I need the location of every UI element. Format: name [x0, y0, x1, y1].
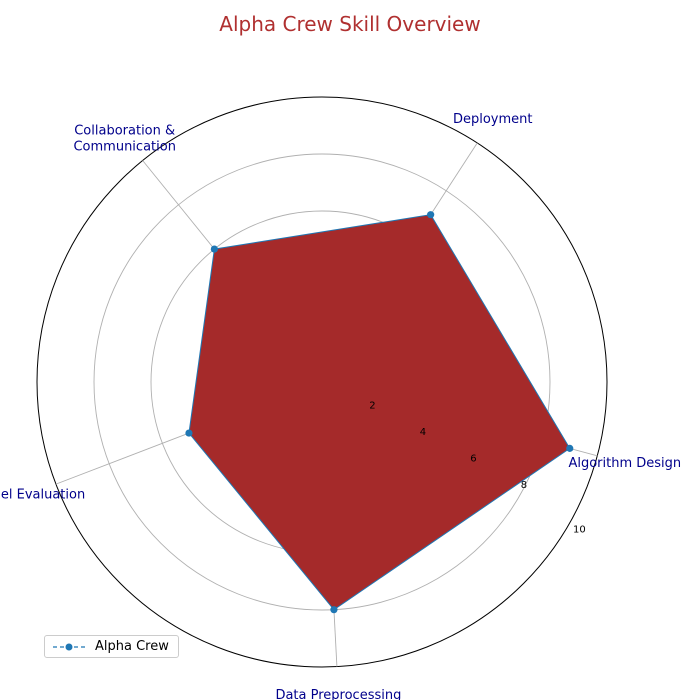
data-point [427, 211, 435, 219]
grid-circle [93, 153, 551, 611]
label-layer: 2 4 6 8 10 Algorithm Design Deployment Collabor… [0, 112, 681, 700]
legend-label: Alpha Crew [95, 639, 169, 654]
chart-title: Alpha Crew Skill Overview [219, 12, 481, 36]
radial-tick-label: 4 [420, 427, 426, 438]
legend: Alpha Crew [44, 635, 179, 658]
category-label: Algorithm Design [568, 456, 681, 471]
category-label: Deployment [453, 112, 533, 127]
category-label: Data Preprocessing [275, 688, 401, 700]
data-point [330, 606, 338, 614]
data-layer [185, 211, 574, 614]
radial-tick-label: 2 [369, 400, 375, 411]
radial-tick-label: 10 [573, 524, 586, 535]
radial-tick-label: 6 [470, 453, 476, 464]
radial-tick-label: 8 [521, 480, 527, 491]
data-point [210, 245, 218, 253]
series-area [188, 214, 571, 611]
data-point [185, 429, 193, 437]
outer-frame [36, 96, 608, 668]
legend-marker-icon [53, 643, 85, 650]
category-label: Collaboration & Communication [73, 123, 175, 154]
data-point [566, 444, 574, 452]
category-label: Model Evaluation [0, 487, 85, 502]
